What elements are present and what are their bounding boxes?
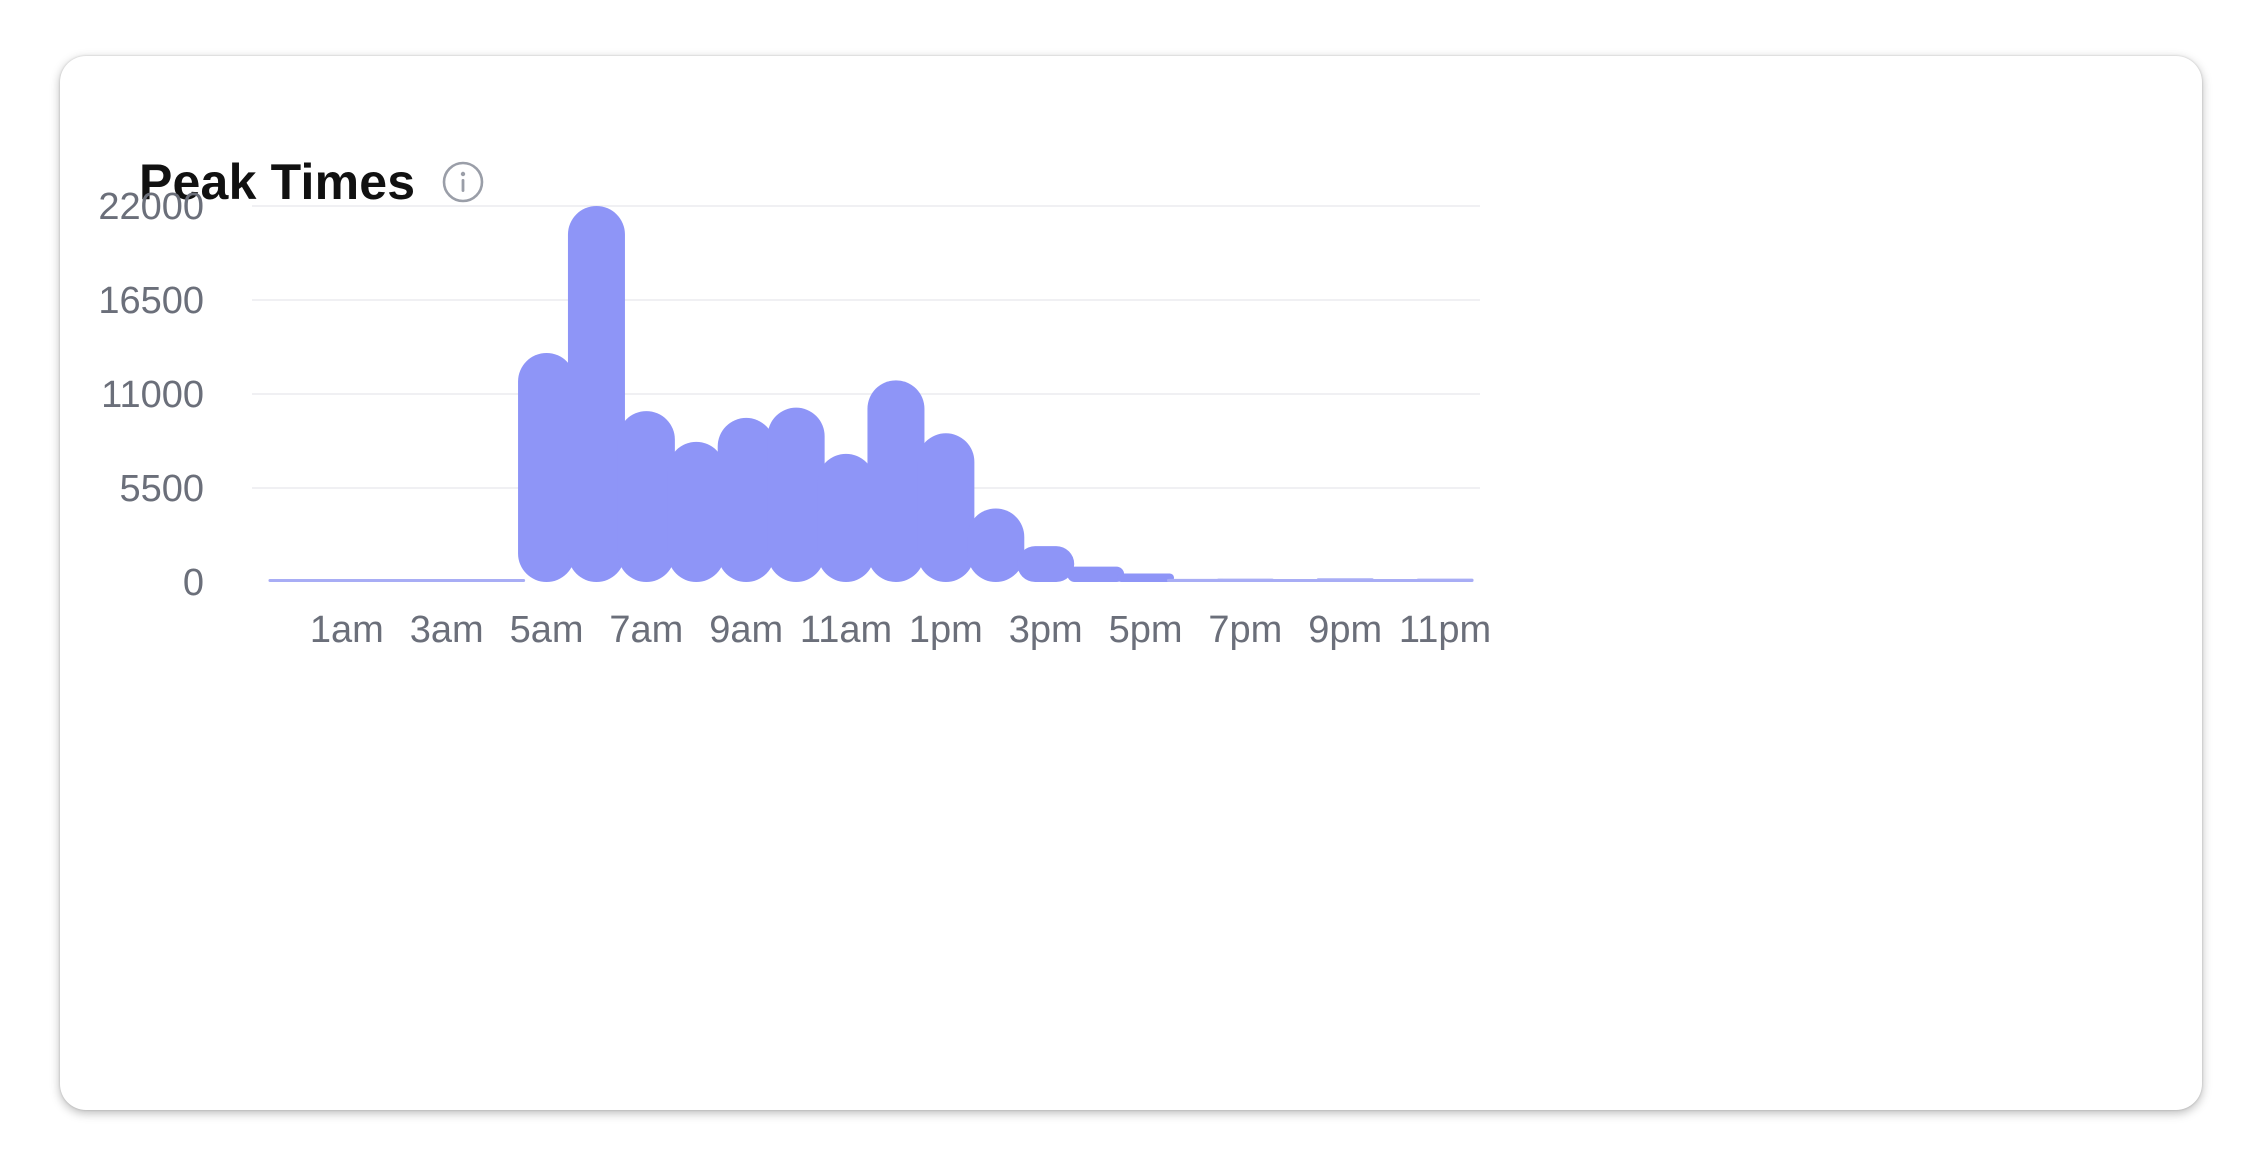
bar-2am[interactable]	[368, 579, 426, 582]
x-tick-label: 11am	[800, 609, 892, 651]
bar-2pm[interactable]	[967, 508, 1025, 582]
y-tick-label: 5500	[119, 468, 204, 510]
bar-9am[interactable]	[717, 417, 775, 582]
card-header: Peak Times	[139, 142, 485, 222]
x-tick-label: 11pm	[1399, 609, 1491, 651]
bar-1pm[interactable]	[917, 433, 975, 582]
y-tick-label: 16500	[98, 280, 204, 322]
bar-4am[interactable]	[468, 579, 526, 582]
bar-9pm[interactable]	[1316, 578, 1374, 582]
x-tick-label: 9pm	[1308, 609, 1382, 651]
x-tick-label: 1am	[310, 609, 384, 651]
bars	[268, 206, 1474, 582]
x-tick-label: 3am	[410, 609, 484, 651]
bar-3pm[interactable]	[1017, 546, 1075, 582]
x-tick-label: 1pm	[909, 609, 983, 651]
x-tick-label: 9am	[709, 609, 783, 651]
bar-5pm[interactable]	[1117, 573, 1175, 582]
peak-times-card: Peak Times 0 5500 11000 16500 22000 1am 3am 5a…	[60, 56, 2202, 1110]
y-axis-ticks: 0 5500 11000 16500 22000	[98, 186, 204, 604]
x-tick-label: 3pm	[1009, 609, 1083, 651]
x-tick-label: 5pm	[1109, 609, 1183, 651]
bar-8am[interactable]	[667, 441, 725, 582]
bar-11pm[interactable]	[1416, 578, 1474, 582]
bar-6pm[interactable]	[1166, 578, 1224, 582]
bar-10am[interactable]	[767, 407, 825, 582]
bar-6am[interactable]	[567, 206, 625, 582]
y-tick-label: 22000	[98, 186, 204, 228]
y-tick-label: 11000	[101, 374, 204, 416]
bar-7pm[interactable]	[1216, 578, 1274, 582]
bar-10pm[interactable]	[1366, 579, 1424, 582]
info-icon-glyph	[442, 161, 484, 203]
y-tick-label: 0	[183, 562, 204, 604]
grid-lines	[252, 205, 1480, 489]
x-axis-ticks: 1am 3am 5am 7am 9am 11am 1pm 3pm 5pm 7pm 9pm 11pm	[310, 609, 1491, 651]
x-tick-label: 5am	[510, 609, 584, 651]
bar-1am[interactable]	[318, 579, 376, 582]
x-tick-label: 7pm	[1208, 609, 1282, 651]
peak-times-bar-chart: 0 5500 11000 16500 22000 1am 3am 5am 7am 9am 11am…	[98, 186, 1491, 651]
bar-12am[interactable]	[268, 579, 326, 582]
bar-8pm[interactable]	[1266, 579, 1324, 582]
bar-3am[interactable]	[418, 579, 476, 582]
bar-11am[interactable]	[817, 453, 875, 582]
card-title: Peak Times	[139, 154, 416, 210]
bar-4pm[interactable]	[1067, 566, 1125, 582]
bar-5am[interactable]	[518, 352, 576, 582]
bar-7am[interactable]	[617, 411, 675, 582]
bar-12pm[interactable]	[867, 380, 925, 582]
x-tick-label: 7am	[609, 609, 683, 651]
info-icon[interactable]	[441, 160, 485, 204]
